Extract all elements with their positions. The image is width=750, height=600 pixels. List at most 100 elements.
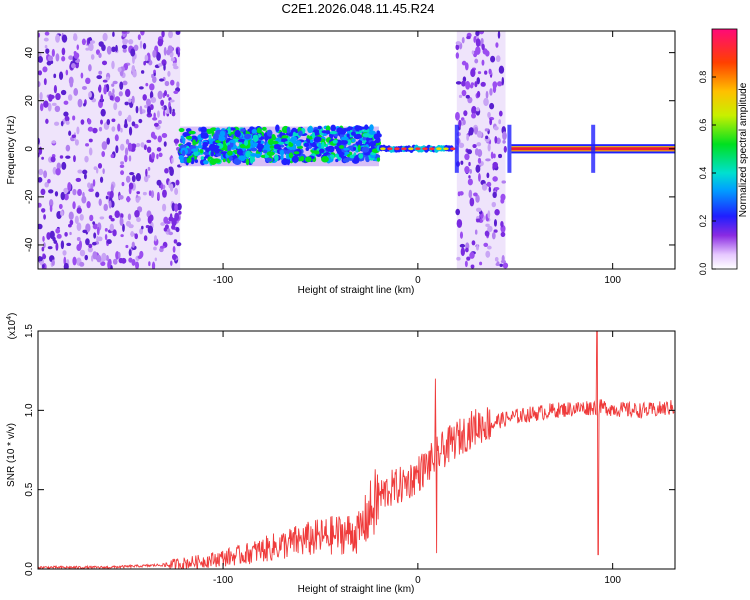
noise-speckle (494, 187, 500, 191)
carrier-blob (202, 141, 209, 147)
noise-speckle (169, 99, 175, 103)
noise-speckle (171, 157, 174, 164)
noise-speckle (55, 228, 61, 234)
carrier-blob (208, 134, 212, 140)
noise-speckle (147, 106, 152, 115)
noise-speckle (466, 134, 470, 141)
carrier-blob (321, 141, 325, 149)
noise-speckle (118, 251, 121, 259)
carrier-blob (351, 138, 356, 143)
noise-speckle (501, 180, 506, 184)
noise-speckle (175, 179, 180, 186)
carrier-blob (252, 142, 258, 148)
carrier-blob (209, 158, 217, 166)
noise-speckle (62, 250, 67, 256)
noise-speckle (134, 233, 138, 240)
noise-speckle (494, 135, 498, 144)
noise-speckle (171, 218, 177, 227)
noise-speckle (139, 228, 144, 235)
noise-speckle (168, 31, 174, 39)
carrier-blob (303, 142, 310, 148)
noise-speckle (48, 94, 53, 102)
noise-speckle (122, 48, 127, 53)
noise-speckle (135, 172, 142, 182)
noise-speckle (90, 183, 94, 191)
noise-speckle (38, 177, 43, 183)
noise-speckle (500, 198, 505, 204)
noise-speckle (486, 181, 492, 187)
noise-speckle (44, 181, 49, 188)
noise-speckle (38, 223, 43, 230)
noise-speckle (79, 249, 86, 257)
noise-speckle (104, 228, 108, 232)
noise-speckle (174, 187, 179, 196)
noise-speckle (61, 161, 67, 170)
noise-speckle (101, 252, 107, 262)
noise-speckle (141, 225, 144, 230)
noise-speckle (43, 170, 48, 179)
noise-speckle (41, 208, 46, 213)
noise-speckle (163, 46, 167, 56)
noise-speckle (61, 34, 68, 43)
noise-speckle (139, 40, 143, 49)
noise-speckle (76, 244, 82, 252)
noise-speckle (104, 233, 108, 241)
noise-speckle (501, 76, 505, 86)
noise-speckle (122, 38, 128, 46)
noise-speckle (72, 201, 76, 210)
noise-speckle (111, 118, 116, 123)
carrier-blob (340, 136, 349, 141)
noise-speckle (498, 110, 503, 117)
noise-speckle (128, 39, 134, 45)
noise-speckle (68, 211, 74, 221)
noise-speckle (60, 89, 67, 96)
noise-speckle (122, 223, 125, 232)
carrier-peak (436, 147, 442, 151)
noise-speckle (111, 60, 115, 70)
noise-speckle (112, 80, 118, 85)
noise-speckle (91, 241, 97, 246)
noise-speckle (92, 251, 98, 260)
noise-speckle (144, 54, 149, 62)
carrier-blob (274, 154, 279, 162)
noise-speckle (140, 31, 145, 36)
carrier-peak (387, 147, 393, 151)
noise-speckle (102, 168, 105, 175)
noise-speckle (143, 235, 148, 242)
noise-speckle (494, 209, 500, 216)
noise-speckle (163, 141, 167, 147)
noise-speckle (164, 224, 169, 230)
spectrogram-region (177, 124, 382, 167)
noise-speckle (68, 223, 72, 228)
noise-speckle (500, 220, 504, 228)
noise-speckle (469, 83, 474, 89)
noise-speckle (488, 186, 492, 193)
noise-speckle (61, 47, 66, 56)
noise-speckle (58, 71, 64, 80)
noise-speckle (48, 189, 54, 194)
noise-speckle (153, 122, 159, 127)
noise-speckle (88, 147, 93, 156)
snr-y-tick-label: 0.5 (24, 482, 35, 496)
noise-speckle (96, 254, 102, 263)
noise-speckle (79, 214, 84, 221)
noise-speckle (129, 172, 135, 176)
noise-speckle (86, 201, 91, 209)
noise-speckle (150, 96, 157, 104)
noise-speckle (96, 75, 103, 80)
carrier-blob (283, 150, 289, 154)
carrier-blob (336, 127, 344, 134)
noise-speckle (147, 166, 151, 171)
noise-speckle (475, 164, 481, 173)
noise-speckle (171, 253, 177, 261)
noise-speckle (135, 261, 140, 269)
noise-speckle (167, 70, 171, 77)
noise-speckle (119, 217, 124, 226)
noise-speckle (158, 63, 163, 67)
colorbar-tick-label: 0.6 (698, 119, 708, 132)
noise-speckle (47, 246, 53, 250)
noise-speckle (458, 94, 463, 99)
noise-speckle (97, 162, 103, 169)
noise-speckle (38, 202, 42, 208)
noise-speckle (49, 230, 55, 240)
